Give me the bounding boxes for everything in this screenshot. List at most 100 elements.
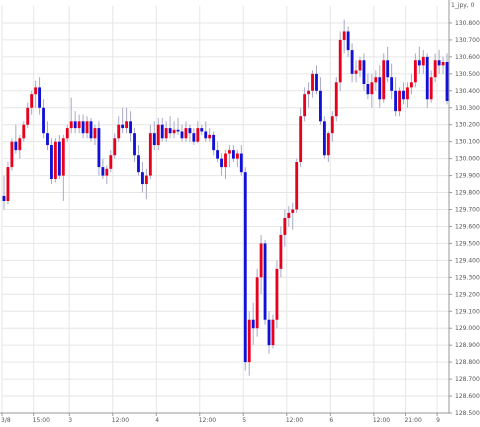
candle-body [192, 133, 196, 142]
candle-body [417, 60, 421, 66]
candle-body [216, 150, 220, 159]
y-tick-label: 129.400 [455, 257, 480, 264]
y-tick-label: 130.600 [455, 54, 480, 61]
y-tick-label: 129.800 [455, 190, 480, 197]
candle-body [350, 50, 354, 74]
y-tick-label: 130.800 [455, 20, 480, 27]
candle-body [65, 128, 69, 139]
candle-body [81, 121, 85, 134]
candle-body [402, 90, 405, 100]
y-tick-label: 128.600 [455, 393, 480, 400]
candle-body [105, 168, 109, 176]
y-tick-label: 130.300 [455, 105, 480, 112]
y-tick-label: 130.400 [455, 88, 480, 95]
candle-body [212, 134, 216, 151]
candle-body [208, 134, 212, 139]
candle-body [168, 128, 172, 134]
candle-body [275, 268, 279, 320]
candle-body [109, 155, 113, 169]
y-tick-label: 128.800 [455, 359, 480, 366]
y-tick-label: 129.600 [455, 223, 480, 230]
candle-body [141, 172, 144, 185]
candle-body [311, 73, 314, 91]
candle-body [322, 121, 326, 156]
candle-body [437, 60, 441, 66]
candle-body [406, 87, 409, 100]
candle-body [117, 124, 121, 139]
candle-body [251, 319, 255, 329]
candle-body [295, 162, 299, 210]
candle-body [85, 121, 89, 134]
candle-body [89, 121, 93, 139]
y-tick-label: 129.200 [455, 291, 480, 298]
candle-body [239, 153, 243, 173]
candle-body [30, 94, 34, 108]
candle-body [14, 141, 18, 151]
y-tick-label: 129.700 [455, 207, 480, 214]
candle-body [2, 195, 6, 202]
candle-body [374, 77, 378, 83]
candle-body [247, 319, 251, 363]
candle-body [263, 243, 267, 320]
candle-body [113, 138, 117, 156]
candle-body [315, 73, 318, 91]
candle-body [390, 77, 394, 91]
y-axis-ticks: 130.800 130.700 130.600 130.500 130.400 130.3… [449, 20, 480, 417]
candle-body [137, 155, 140, 173]
candle-body [101, 167, 105, 176]
candle-body [10, 141, 14, 168]
candle-body [330, 116, 334, 134]
candle-body [433, 60, 437, 78]
candle-body [125, 121, 129, 129]
candle-body [97, 128, 101, 168]
candle-body [26, 107, 30, 125]
candle-body [77, 121, 81, 129]
y-tick-label: 129.500 [455, 240, 480, 247]
x-axis-ticks: 3/8 15:00 3 12:00 4 12:00 5 12:00 6 12:00 21:00 9 [1, 413, 440, 424]
candle-body [291, 209, 295, 213]
candle-body [18, 138, 22, 151]
candle-body [129, 121, 132, 134]
candle-body [93, 128, 97, 139]
x-tick-label: 12:00 [286, 417, 303, 424]
candles [2, 19, 449, 376]
candle-body [394, 90, 398, 112]
candle-body [362, 60, 366, 85]
candle-body [152, 133, 156, 146]
candle-body [176, 129, 180, 132]
candle-body [271, 319, 275, 346]
y-tick-label: 129.300 [455, 274, 480, 281]
candle-body [57, 141, 61, 176]
candle-body [50, 145, 53, 179]
candle-body [409, 82, 413, 88]
x-tick-label: 9 [436, 417, 440, 424]
candle-body [200, 128, 204, 132]
x-tick-label: 4 [155, 417, 159, 424]
candle-body [283, 217, 287, 235]
candle-body [121, 124, 125, 129]
candle-body [342, 31, 346, 40]
candle-body [180, 131, 184, 139]
x-tick-label: 6 [329, 417, 333, 424]
y-tick-label: 128.900 [455, 342, 480, 349]
candle-body [267, 319, 271, 346]
candle-body [413, 60, 417, 83]
x-tick-label: 3 [68, 417, 72, 424]
candle-body [184, 128, 188, 139]
x-tick-label: 12:00 [199, 417, 216, 424]
candle-body [188, 128, 192, 134]
candle-body [287, 212, 291, 218]
candle-body [279, 234, 283, 269]
candle-body [398, 90, 401, 112]
candle-body [429, 77, 433, 100]
candle-body [172, 129, 176, 134]
candle-body [386, 60, 390, 78]
y-tick-label: 129.900 [455, 173, 480, 180]
candle-body [421, 56, 425, 66]
y-tick-label: 130.700 [455, 37, 480, 44]
candle-body [69, 121, 73, 129]
y-tick-label: 128.500 [455, 410, 480, 417]
candle-body [319, 90, 322, 122]
candle-body [255, 277, 259, 329]
candle-body [259, 243, 263, 278]
